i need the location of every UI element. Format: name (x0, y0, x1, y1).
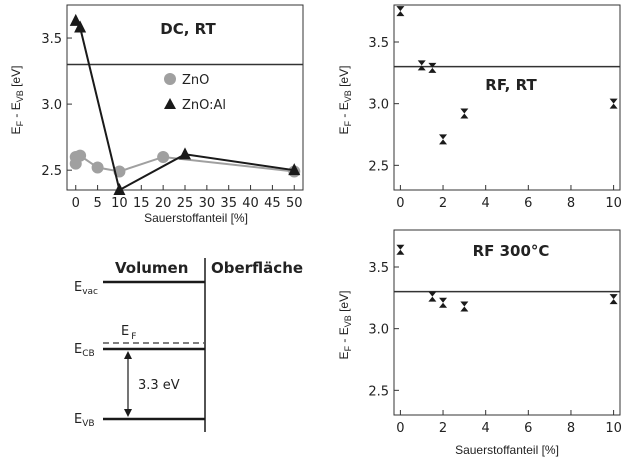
x-tick-label: 6 (524, 196, 532, 211)
x-tick-label: 0 (396, 196, 404, 211)
chart-title: RF 300°C (473, 242, 550, 260)
x-tick-label: 2 (439, 421, 447, 436)
x-tick-label: 8 (567, 421, 575, 436)
data-point (417, 60, 426, 71)
x-tick-label: 4 (482, 421, 490, 436)
x-tick-label: 25 (177, 196, 194, 211)
x-tick-label: 10 (605, 421, 622, 436)
y-axis-label: EF - EVB [eV] (9, 66, 25, 135)
y-tick-label: 2.5 (41, 164, 62, 179)
x-tick-label: 6 (524, 421, 532, 436)
data-point (157, 150, 170, 163)
chart-dc-rt: 0 5 10 15 20 25 30 35 40 45 50 2.5 3.0 3.5 DC, RT ZnO… (9, 4, 304, 225)
legend-marker-znoal (164, 98, 176, 109)
plot-frame (393, 229, 621, 416)
x-axis-label: Sauerstoffanteil [%] (455, 443, 559, 457)
x-tick-label: 2 (439, 196, 447, 211)
chart-title: RF, RT (485, 76, 537, 94)
data-point (396, 6, 405, 17)
x-tick-label: 5 (93, 196, 101, 211)
data-point (609, 294, 618, 305)
y-tick-label: 3.0 (368, 98, 389, 113)
y-tick-label: 2.5 (368, 384, 389, 399)
y-tick-label: 3.0 (368, 323, 389, 338)
data-point (179, 147, 191, 160)
legend-label-zno: ZnO (182, 73, 209, 88)
data-point (439, 134, 448, 145)
y-tick-label: 3.5 (41, 32, 62, 47)
diagram-head-volumen: Volumen (115, 259, 188, 277)
vacuum-level-label: Evac (74, 280, 98, 297)
x-tick-label: 20 (155, 196, 172, 211)
x-tick-label: 45 (264, 196, 281, 211)
band-gap-arrow-head-down (124, 409, 132, 417)
data-point (74, 149, 87, 162)
chart-rf-rt: 0 2 4 6 8 10 2.5 3.0 3.5 RF, RT EF - EVB [eV] (337, 4, 622, 211)
legend-marker-zno (164, 73, 176, 85)
data-point (396, 244, 405, 255)
data-point (428, 291, 437, 302)
conduction-band-label: ECB (74, 342, 95, 359)
y-tick-label: 2.5 (368, 159, 389, 174)
y-axis-label: EF - EVB [eV] (337, 291, 353, 360)
x-tick-label: 0 (72, 196, 80, 211)
y-axis-label: EF - EVB [eV] (337, 66, 353, 135)
data-point (288, 163, 301, 176)
diagram-head-oberflaeche: Oberfläche (211, 259, 303, 277)
x-tick-label: 10 (111, 196, 128, 211)
x-tick-label: 15 (133, 196, 150, 211)
x-axis-label: Sauerstoffanteil [%] (144, 211, 248, 225)
plot-frame (393, 4, 621, 191)
data-point (74, 20, 87, 33)
data-point (439, 297, 448, 308)
data-point (91, 161, 104, 174)
band-gap-arrow-head-up (124, 351, 132, 359)
chart-title: DC, RT (160, 20, 216, 38)
data-point (428, 62, 437, 73)
band-gap-label: 3.3 eV (138, 378, 180, 393)
data-point (609, 98, 618, 109)
x-tick-label: 4 (482, 196, 490, 211)
x-tick-label: 8 (567, 196, 575, 211)
y-tick-label: 3.5 (368, 261, 389, 276)
data-point (460, 108, 469, 119)
x-tick-label: 35 (220, 196, 237, 211)
data-point (113, 183, 126, 195)
x-tick-label: 40 (242, 196, 259, 211)
data-point (69, 13, 82, 26)
valence-band-label: EVB (74, 412, 95, 429)
x-tick-label: 50 (286, 196, 303, 211)
chart-rf-300c: 0 2 4 6 8 10 2.5 3.0 3.5 RF 300°C Sauerstoffante… (337, 229, 622, 457)
y-tick-label: 3.5 (368, 36, 389, 51)
x-tick-label: 30 (199, 196, 216, 211)
x-tick-label: 0 (396, 421, 404, 436)
data-point (460, 301, 469, 312)
x-tick-label: 10 (605, 196, 622, 211)
legend-label-znoal: ZnO:Al (182, 98, 226, 113)
y-tick-label: 3.0 (41, 98, 62, 113)
